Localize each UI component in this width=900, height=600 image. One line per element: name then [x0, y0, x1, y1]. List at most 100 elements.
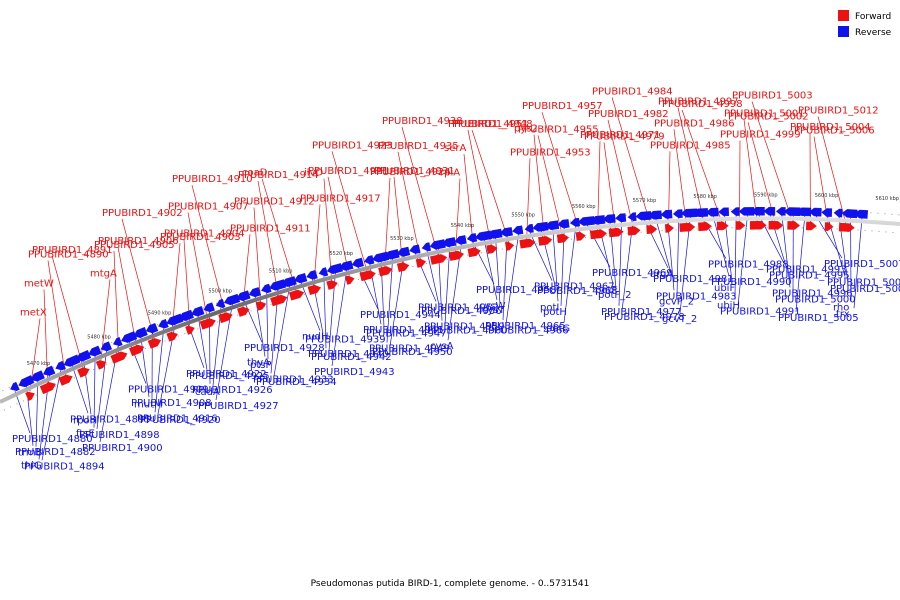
- reverse-gene-label: PPUBIRD1_4900: [82, 443, 163, 454]
- forward-gene-arrow: PPUBIRD1_4938: [430, 254, 448, 265]
- reverse-gene-arrow: PPUBIRD1_5009: [833, 208, 843, 218]
- reverse-gene-arrow: PPUBIRD1_4920: [166, 313, 184, 326]
- reverse-gene-arrow: potG: [569, 217, 581, 227]
- forward-leader-line: [677, 107, 705, 223]
- reverse-leader-line: [563, 226, 577, 323]
- legend-swatch: [838, 10, 849, 21]
- reverse-gene-label: PPUBIRD1_4940: [308, 349, 389, 360]
- reverse-gene-label: gcvP_2: [659, 297, 694, 308]
- forward-gene-label: metW: [24, 279, 54, 290]
- forward-gene-label: serA: [444, 143, 466, 154]
- forward-gene-label: PPUBIRD1_4904: [164, 229, 245, 240]
- reverse-gene-label: PPUBIRD1_4969: [592, 268, 673, 279]
- forward-leader-line: [113, 250, 120, 354]
- reverse-gene-arrow: PPUBIRD1_4942: [326, 263, 344, 275]
- reverse-leader-line: [154, 328, 165, 413]
- reverse-gene-arrow: PPUBIRD1_4882: [18, 375, 35, 388]
- scale-tick-label: 5580 kbp: [693, 194, 717, 200]
- reverse-gene-arrow: PPUBIRD1_4981: [648, 210, 662, 220]
- forward-gene-arrow: PPUBIRD1_4931: [396, 262, 410, 273]
- reverse-gene-label: PPUBIRD1_4950: [372, 347, 453, 358]
- scale-tick-label: 5590 kbp: [754, 192, 778, 198]
- forward-gene-label: PPUBIRD1_4957: [522, 101, 603, 112]
- forward-gene-label: PPUBIRD1_4924: [370, 167, 451, 178]
- reverse-gene-label: argA: [650, 269, 673, 280]
- reverse-leader-line: [300, 282, 321, 331]
- reverse-gene-label: PPUBIRD1_4983: [656, 291, 737, 302]
- reverse-gene-label: PPUBIRD1_4882: [15, 447, 96, 458]
- forward-gene-label: PPUBIRD1_4948: [452, 119, 533, 130]
- forward-gene-arrow: PPUBIRD1_4986: [679, 222, 696, 232]
- reverse-gene-label: rho: [833, 303, 849, 314]
- reverse-gene-arrow: ubiF: [718, 207, 729, 217]
- forward-leader-line: [323, 178, 332, 281]
- reverse-gene-label: PPUBIRD1_5000: [775, 295, 856, 306]
- reverse-gene-label: PPUBIRD1_4934: [256, 377, 337, 388]
- forward-gene-arrow: metW: [39, 382, 56, 395]
- reverse-gene-arrow: PPUBIRD1_4895: [63, 354, 81, 367]
- reverse-gene-label: PPUBIRD1_4925: [189, 371, 270, 382]
- forward-gene-arrow: PPUBIRD1_4957: [575, 231, 586, 241]
- forward-gene-label: coaD: [242, 168, 268, 179]
- reverse-gene-arrow: nudH: [293, 273, 308, 284]
- reverse-leader-line: [93, 355, 96, 428]
- forward-leader-line: [597, 141, 601, 231]
- forward-gene-arrow: PPUBIRD1_4924: [378, 266, 393, 277]
- reverse-gene-arrow: potF_2: [602, 214, 616, 224]
- reverse-leader-line: [35, 380, 39, 447]
- reverse-gene-label: PPUBIRD1_4949: [369, 344, 450, 355]
- genome-backbone: [0, 216, 900, 404]
- forward-leader-line: [673, 129, 687, 224]
- reverse-gene-label: PPUBIRD1_5009: [830, 284, 900, 295]
- forward-gene-label: PPUBIRD1_4906: [98, 236, 179, 247]
- forward-gene-arrow: PPUBIRD1_4979: [608, 227, 624, 238]
- forward-gene-arrow: PPUBIRD1_4911: [237, 306, 250, 317]
- scale-tick-label: 5490 kbp: [148, 310, 172, 316]
- forward-gene-label: PPUBIRD1_4911: [230, 223, 311, 234]
- reverse-gene-arrow: argA: [635, 211, 652, 221]
- gene-labels: metXmetWPPUBIRD1_4890PPUBIRD1_4891mtgAPP…: [12, 86, 900, 472]
- forward-gene-arrow: PPUBIRD1_5002: [768, 221, 784, 230]
- reverse-gene-arrow: thyA: [248, 287, 262, 298]
- reverse-gene-label: PPUBIRD1_4945: [363, 325, 444, 336]
- reverse-gene-label: PPUBIRD1_5005: [778, 313, 859, 324]
- reverse-gene-arrow: PPUBIRD1_4991: [738, 207, 755, 216]
- reverse-gene-arrow: rho: [841, 209, 858, 219]
- forward-gene-label: PPUBIRD1_4935: [378, 141, 459, 152]
- reverse-gene-arrow: PPUBIRD1_4952: [409, 244, 421, 254]
- forward-gene-arrow: PPUBIRD1_4904: [185, 325, 195, 335]
- forward-leader-line: [191, 185, 226, 314]
- reverse-leader-line: [737, 215, 748, 306]
- forward-gene-label: PPUBIRD1_5006: [794, 126, 875, 137]
- reverse-leader-line: [621, 220, 634, 311]
- leader-lines: [14, 97, 863, 461]
- reverse-leader-line: [426, 251, 440, 306]
- reverse-gene-arrow: PPUBIRD1_4958: [466, 233, 478, 243]
- forward-leader-line: [117, 246, 137, 346]
- forward-gene-arrow: metX: [25, 391, 35, 401]
- forward-gene-arrow: PPUBIRD1_4971: [589, 229, 607, 240]
- reverse-leader-line: [444, 246, 451, 325]
- forward-leader-line: [397, 151, 421, 259]
- forward-leader-line: [327, 176, 350, 276]
- forward-gene-label: PPUBIRD1_4907: [168, 201, 249, 212]
- forward-leader-line: [331, 151, 368, 272]
- reverse-gene-arrow: PPUBIRD1_4898: [100, 341, 113, 352]
- reverse-gene-label: potH: [543, 307, 567, 318]
- reverse-gene-arrow: PPUBIRD1_4909: [121, 331, 138, 343]
- forward-gene-arrow: PPUBIRD1_5003: [787, 221, 800, 230]
- reverse-gene-arrow: PPUBIRD1_4966: [512, 225, 524, 235]
- reverse-gene-arrow: PPUBIRD1_4990: [705, 207, 719, 217]
- reverse-leader-line: [552, 229, 559, 302]
- forward-gene-arrow: PPUBIRD1_4891: [77, 367, 90, 378]
- reverse-gene-label: PPUBIRD1_4996: [772, 288, 853, 299]
- reverse-gene-label: thyA: [247, 358, 270, 369]
- forward-gene-arrow: PPUBIRD1_4985: [664, 224, 674, 233]
- reverse-leader-line: [529, 232, 553, 281]
- forward-leader-line: [743, 119, 758, 222]
- reverse-gene-arrow: thiG: [43, 365, 56, 376]
- reverse-gene-label: PPUBIRD1_4965: [485, 321, 566, 332]
- forward-gene-label: PPUBIRD1_4902: [102, 208, 183, 219]
- forward-gene-arrow: PPUBIRD1_4998: [716, 221, 729, 231]
